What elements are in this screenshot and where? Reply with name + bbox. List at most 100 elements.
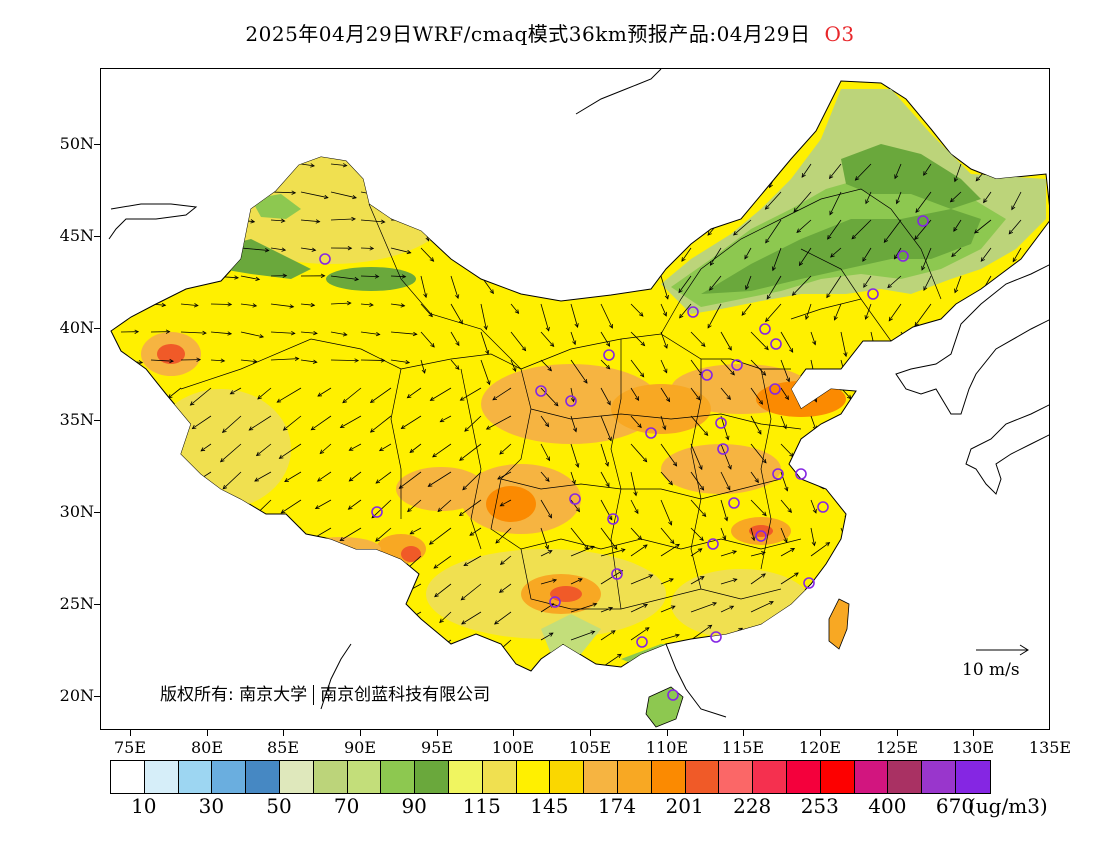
wind-arrow <box>540 331 555 348</box>
wind-arrow <box>495 527 512 544</box>
city-marker <box>569 493 581 505</box>
wind-arrow <box>300 247 317 252</box>
wind-arrow <box>630 359 645 378</box>
wind-arrow <box>960 601 982 613</box>
city-marker <box>772 468 784 480</box>
colorbar-label: 50 <box>266 794 292 818</box>
wind-arrow <box>450 191 463 208</box>
colorbar-swatch <box>888 761 923 793</box>
wind-arrow <box>225 611 242 621</box>
wind-arrow <box>111 667 122 671</box>
city-marker <box>731 359 743 371</box>
wind-arrow <box>510 359 517 373</box>
wind-arrow <box>165 471 182 481</box>
wind-arrow <box>390 190 405 196</box>
colorbar-swatch <box>922 761 956 793</box>
wind-arrow <box>270 190 297 195</box>
wind-arrow <box>540 527 549 550</box>
wind-arrow <box>600 443 609 467</box>
colorbar-swatch <box>685 761 720 793</box>
wind-arrow <box>901 685 918 696</box>
wind-arrow <box>1020 527 1041 549</box>
wind-arrow <box>191 415 212 430</box>
wind-arrow <box>189 387 212 406</box>
wind-arrow <box>766 275 782 300</box>
wind-arrow <box>348 443 362 451</box>
wind-arrow <box>314 499 332 510</box>
wind-arrow <box>282 415 302 431</box>
wind-arrow <box>810 663 824 669</box>
wind-arrow <box>570 359 588 384</box>
colorbar-swatch <box>753 761 787 793</box>
wind-arrow <box>720 331 732 351</box>
wind-arrow <box>469 527 482 536</box>
lon-label-75e: 75E <box>113 738 147 757</box>
lon-label-125e: 125E <box>875 738 919 757</box>
wind-arrow <box>630 303 644 317</box>
wind-arrow <box>540 303 550 332</box>
wind-arrow <box>630 603 648 613</box>
wind-arrow <box>883 219 902 244</box>
wind-arrow <box>360 219 386 224</box>
wind-arrow <box>162 527 182 545</box>
ozone-map[interactable] <box>101 69 1050 730</box>
wind-arrow <box>960 359 972 383</box>
city-marker <box>715 417 727 429</box>
wind-arrow <box>200 443 212 452</box>
wind-arrow <box>270 330 296 336</box>
wind-arrow <box>570 662 587 669</box>
lon-label-80e: 80E <box>190 738 224 757</box>
city-marker <box>867 288 879 300</box>
wind-arrow <box>630 415 642 429</box>
wind-arrow <box>463 555 482 567</box>
wind-arrow <box>601 688 616 696</box>
wind-arrow <box>377 555 392 565</box>
wind-arrow <box>570 163 578 181</box>
wind-arrow <box>270 303 295 309</box>
wind-arrow <box>740 163 752 190</box>
colorbar-swatch <box>178 761 213 793</box>
wind-arrow <box>600 191 621 214</box>
wind-arrow <box>257 387 272 400</box>
colorbar-label: 30 <box>198 794 225 818</box>
wind-arrow <box>276 387 302 403</box>
lat-label-20n: 20N <box>59 686 94 705</box>
wind-arrow <box>437 499 452 513</box>
wind-arrow <box>406 387 422 399</box>
wind-arrow <box>1020 471 1029 486</box>
city-marker <box>645 427 657 439</box>
wind-arrow <box>980 247 992 262</box>
wind-arrow <box>300 163 315 168</box>
wind-arrow <box>751 688 765 696</box>
reference-arrow-icon <box>976 644 1029 656</box>
wind-arrow <box>180 303 199 308</box>
map-frame[interactable] <box>100 68 1050 730</box>
wind-arrow <box>167 611 182 622</box>
wind-arrow <box>224 639 242 657</box>
colorbar-label: 201 <box>665 794 704 818</box>
colorbar-label: 70 <box>333 794 360 818</box>
wind-arrow <box>900 359 913 374</box>
wind-arrow <box>339 527 362 542</box>
wind-arrow <box>660 247 672 260</box>
wind-arrow <box>960 443 970 468</box>
wind-arrow <box>229 387 242 395</box>
wind-arrow <box>870 625 894 641</box>
wind-arrow <box>983 191 992 204</box>
wind-arrow <box>136 611 152 621</box>
wind-arrow <box>197 583 212 594</box>
wind-arrow <box>433 555 452 569</box>
wind-arrow <box>462 471 482 491</box>
copyright-partner: 南京创蓝科技有限公司 <box>320 685 491 705</box>
wind-arrow <box>138 471 152 482</box>
colorbar-label: 10 <box>131 794 157 818</box>
wind-arrow <box>180 163 202 168</box>
wind-arrow <box>342 387 362 404</box>
wind-arrow <box>347 499 362 510</box>
city-marker <box>603 349 615 361</box>
wind-arrow <box>750 633 765 641</box>
wind-arrow <box>600 471 610 488</box>
wind-arrow <box>570 443 580 468</box>
wind-arrow <box>330 275 360 282</box>
wind-arrow <box>930 415 943 430</box>
